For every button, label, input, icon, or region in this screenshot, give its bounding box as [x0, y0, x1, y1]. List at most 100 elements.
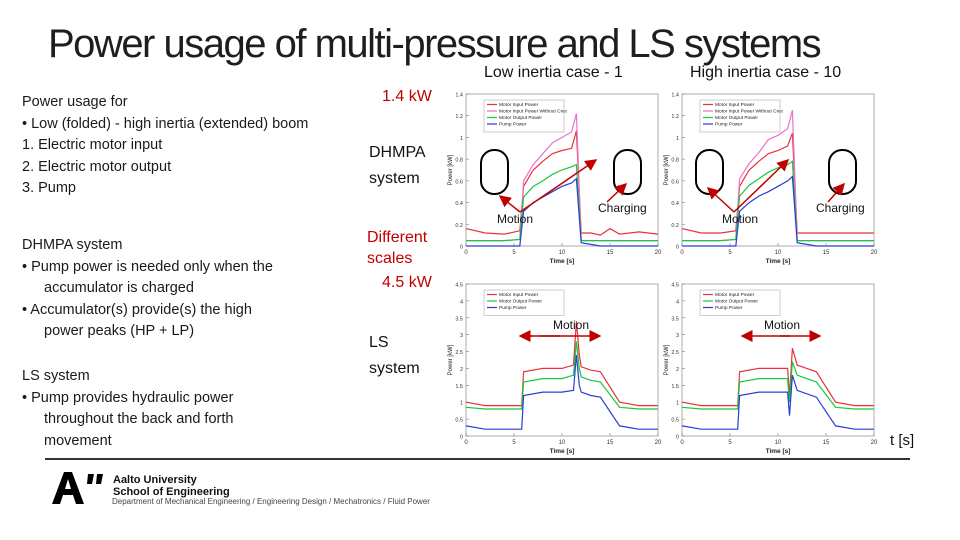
x-tick-label: 0 — [464, 440, 468, 446]
legend-entry: Pump Power — [715, 122, 743, 128]
legend-entry: Motor Output Power — [715, 115, 758, 121]
x-tick-label: 0 — [464, 250, 468, 256]
y-tick-label: 0.5 — [455, 418, 463, 424]
legend-entry: Motor Input Power — [715, 292, 755, 298]
legend-box — [699, 99, 781, 133]
legend-entry: Motor Input Power — [715, 102, 755, 108]
ls-system-label: system — [369, 360, 420, 377]
y-tick-label: 0.6 — [455, 179, 463, 185]
dhmpa-item: power peaks (HP + LP) — [44, 323, 195, 339]
chart-ls-low: 0 0.5 1 1.5 2 2.5 3 3.5 4 4.5 0 5 10 15 20 Time [s] Powe… — [448, 283, 662, 456]
arrow-motion-2b — [733, 158, 790, 213]
y-tick-label: 3.5 — [671, 316, 679, 322]
ls-item: • Pump provides hydraulic power — [22, 389, 234, 406]
motion-callout-2: Motion — [722, 212, 759, 226]
x-tick-label: 20 — [871, 440, 878, 446]
y-tick-label: 4.5 — [455, 283, 463, 289]
legend-entry: Pump Power — [715, 305, 743, 311]
y-axis-label: Power [kW] — [448, 154, 454, 185]
power-usage-list: Power usage for • Low (folded) - high in… — [22, 92, 372, 200]
legend-entry: Motor Output Power — [499, 299, 542, 305]
x-tick-label: 10 — [775, 250, 782, 256]
power-usage-item: 2. Electric motor output — [22, 158, 172, 175]
x-tick-label: 0 — [680, 440, 684, 446]
y-tick-label: 1 — [460, 401, 463, 407]
series-line — [681, 361, 874, 410]
power-usage-heading: Power usage for — [22, 94, 128, 110]
x-tick-label: 20 — [655, 440, 662, 446]
charging-callout-1: Charging — [598, 201, 647, 215]
motion-callout-1: Motion — [497, 212, 534, 226]
dhmpa-item: • Pump power is needed only when the — [22, 258, 273, 275]
y-tick-label: 0.4 — [671, 201, 679, 207]
y-axis-label: Power [kW] — [448, 344, 454, 375]
arrow-motion-2 — [706, 186, 735, 213]
arrow-motion-1 — [519, 159, 598, 213]
x-tick-label: 10 — [559, 250, 566, 256]
x-tick-label: 15 — [607, 250, 614, 256]
x-tick-label: 20 — [871, 250, 878, 256]
x-tick-label: 5 — [728, 440, 732, 446]
legend-box — [483, 289, 565, 316]
ls-label: LS — [369, 334, 389, 351]
y-tick-label: 3 — [676, 333, 679, 339]
scale-label-1-4kw: 1.4 kW — [382, 88, 432, 105]
y-tick-label: 4.5 — [671, 283, 679, 289]
charge-oval-2 — [613, 149, 642, 195]
y-tick-label: 1.5 — [455, 384, 463, 390]
different-label: Different — [367, 229, 428, 246]
chart-dhmpa-low: 0 0.2 0.4 0.6 0.8 1 1.2 1.4 0 5 10 15 20 Time [s] Powe… — [448, 93, 662, 266]
y-tick-label: 0.2 — [455, 223, 463, 229]
x-tick-label: 10 — [559, 440, 566, 446]
series-line — [465, 354, 658, 430]
y-tick-label: 1 — [676, 136, 679, 142]
dhmpa-notes: DHMPA system • Pump power is needed only… — [22, 235, 342, 343]
y-tick-label: 0.6 — [671, 179, 679, 185]
x-tick-label: 15 — [823, 440, 830, 446]
y-tick-label: 1.5 — [671, 384, 679, 390]
university-name: Aalto University — [113, 474, 197, 486]
series-line — [682, 160, 874, 242]
dhmpa-label: DHMPA — [369, 144, 426, 161]
scale-label-4-5kw: 4.5 kW — [382, 274, 432, 291]
series-line — [681, 375, 874, 430]
y-tick-label: 1.4 — [455, 93, 463, 99]
legend-box — [699, 289, 781, 316]
series-line — [465, 321, 658, 407]
y-tick-label: 2.5 — [671, 350, 679, 356]
scales-label: scales — [367, 250, 413, 267]
y-tick-label: 1 — [460, 136, 463, 142]
y-tick-label: 0.8 — [671, 158, 679, 164]
ls-item: throughout the back and forth — [44, 411, 234, 427]
arrow-charging-1 — [606, 182, 628, 203]
case-high-label: High inertia case - 10 — [690, 64, 842, 81]
charge-oval-3 — [695, 149, 724, 195]
legend-entry: Motor Output Power — [499, 115, 542, 121]
y-tick-label: 0 — [460, 245, 463, 251]
charging-callout-2: Charging — [816, 201, 865, 215]
charge-oval-4 — [828, 149, 857, 195]
x-axis-label: Time [s] — [766, 258, 791, 265]
department-line: Department of Mechanical Engineering / E… — [112, 497, 430, 506]
y-tick-label: 0 — [676, 435, 679, 441]
y-tick-label: 3.5 — [455, 316, 463, 322]
case-low-label: Low inertia case - 1 — [484, 64, 623, 81]
y-tick-label: 0 — [460, 435, 463, 441]
y-tick-label: 0.5 — [671, 418, 679, 424]
dhmpa-heading: DHMPA system — [22, 237, 123, 253]
ls-item: movement — [44, 432, 112, 449]
footer-rule — [45, 458, 910, 460]
x-tick-label: 15 — [823, 250, 830, 256]
y-tick-label: 4 — [676, 299, 679, 305]
legend-entry: Motor Input Power — [499, 292, 539, 298]
series-line — [682, 175, 874, 247]
y-axis-label: Power [kW] — [664, 154, 670, 185]
y-tick-label: 0.4 — [455, 201, 463, 207]
y-tick-label: 0.2 — [671, 223, 679, 229]
legend-entry: Pump Power — [499, 122, 527, 128]
x-axis-label: Time [s] — [766, 448, 791, 455]
series-line — [466, 163, 658, 242]
chart-ls-high: 0 0.5 1 1.5 2 2.5 3 3.5 4 4.5 0 5 10 15 20 Time [s] Powe… — [664, 283, 878, 456]
legend-entry: Motor Input Power Without Crec — [499, 109, 568, 115]
